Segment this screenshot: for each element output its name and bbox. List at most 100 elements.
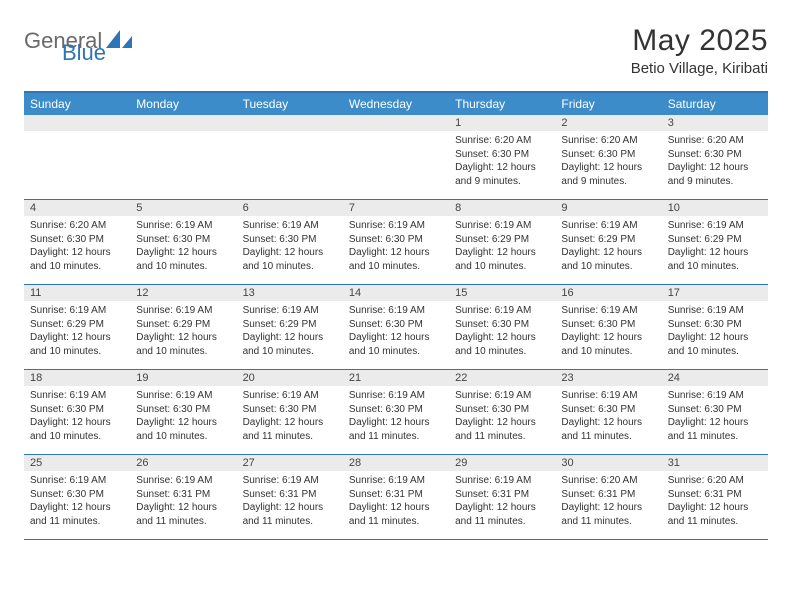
header: General Blue May 2025 Betio Village, Kir… <box>24 24 768 77</box>
day-body: Sunrise: 6:19 AMSunset: 6:30 PMDaylight:… <box>130 386 236 448</box>
daylight-text: Daylight: 12 hours and 10 minutes. <box>455 246 549 273</box>
day-number <box>24 115 130 131</box>
day-number: 18 <box>24 370 130 386</box>
day-number: 28 <box>343 455 449 471</box>
daylight-text: Daylight: 12 hours and 10 minutes. <box>561 246 655 273</box>
sunrise-text: Sunrise: 6:19 AM <box>455 219 549 233</box>
day-cell: 1Sunrise: 6:20 AMSunset: 6:30 PMDaylight… <box>449 115 555 199</box>
day-cell: 12Sunrise: 6:19 AMSunset: 6:29 PMDayligh… <box>130 285 236 369</box>
sunset-text: Sunset: 6:31 PM <box>668 488 762 502</box>
daylight-text: Daylight: 12 hours and 10 minutes. <box>30 246 124 273</box>
title-block: May 2025 Betio Village, Kiribati <box>631 24 768 77</box>
sunset-text: Sunset: 6:30 PM <box>243 233 337 247</box>
sunset-text: Sunset: 6:30 PM <box>30 488 124 502</box>
day-cell: 19Sunrise: 6:19 AMSunset: 6:30 PMDayligh… <box>130 370 236 454</box>
day-cell: 26Sunrise: 6:19 AMSunset: 6:31 PMDayligh… <box>130 455 236 539</box>
day-cell: 15Sunrise: 6:19 AMSunset: 6:30 PMDayligh… <box>449 285 555 369</box>
sunrise-text: Sunrise: 6:19 AM <box>668 389 762 403</box>
sunrise-text: Sunrise: 6:20 AM <box>668 474 762 488</box>
dow-cell: Saturday <box>662 93 768 115</box>
day-number: 4 <box>24 200 130 216</box>
daylight-text: Daylight: 12 hours and 10 minutes. <box>243 246 337 273</box>
calendar-grid: SundayMondayTuesdayWednesdayThursdayFrid… <box>24 91 768 540</box>
day-number: 31 <box>662 455 768 471</box>
day-cell: 3Sunrise: 6:20 AMSunset: 6:30 PMDaylight… <box>662 115 768 199</box>
day-body: Sunrise: 6:19 AMSunset: 6:31 PMDaylight:… <box>130 471 236 533</box>
day-body: Sunrise: 6:19 AMSunset: 6:30 PMDaylight:… <box>555 386 661 448</box>
day-number: 12 <box>130 285 236 301</box>
day-cell: 4 Sunrise: 6:20 AMSunset: 6:30 PMDaylight… <box>24 200 130 284</box>
sunset-text: Sunset: 6:30 PM <box>561 148 655 162</box>
sunset-text: Sunset: 6:30 PM <box>30 233 124 247</box>
daylight-text: Daylight: 12 hours and 10 minutes. <box>243 331 337 358</box>
day-cell: 20Sunrise: 6:19 AMSunset: 6:30 PMDayligh… <box>237 370 343 454</box>
sunrise-text: Sunrise: 6:19 AM <box>561 304 655 318</box>
day-cell: 14Sunrise: 6:19 AMSunset: 6:30 PMDayligh… <box>343 285 449 369</box>
sunset-text: Sunset: 6:31 PM <box>455 488 549 502</box>
sunset-text: Sunset: 6:30 PM <box>349 403 443 417</box>
daylight-text: Daylight: 12 hours and 10 minutes. <box>349 331 443 358</box>
sunrise-text: Sunrise: 6:20 AM <box>668 134 762 148</box>
daylight-text: Daylight: 12 hours and 10 minutes. <box>668 331 762 358</box>
day-number: 17 <box>662 285 768 301</box>
day-cell: 13Sunrise: 6:19 AMSunset: 6:29 PMDayligh… <box>237 285 343 369</box>
day-cell: 21Sunrise: 6:19 AMSunset: 6:30 PMDayligh… <box>343 370 449 454</box>
sunrise-text: Sunrise: 6:19 AM <box>30 474 124 488</box>
day-number: 22 <box>449 370 555 386</box>
daylight-text: Daylight: 12 hours and 10 minutes. <box>136 331 230 358</box>
day-body: Sunrise: 6:20 AMSunset: 6:31 PMDaylight:… <box>662 471 768 533</box>
sunset-text: Sunset: 6:30 PM <box>136 233 230 247</box>
week-row: 11Sunrise: 6:19 AMSunset: 6:29 PMDayligh… <box>24 285 768 370</box>
day-cell: 28Sunrise: 6:19 AMSunset: 6:31 PMDayligh… <box>343 455 449 539</box>
sunrise-text: Sunrise: 6:20 AM <box>30 219 124 233</box>
sunset-text: Sunset: 6:30 PM <box>561 318 655 332</box>
sunrise-text: Sunrise: 6:19 AM <box>243 389 337 403</box>
daylight-text: Daylight: 12 hours and 10 minutes. <box>136 246 230 273</box>
sunrise-text: Sunrise: 6:20 AM <box>561 134 655 148</box>
day-body: Sunrise: 6:19 AMSunset: 6:30 PMDaylight:… <box>343 301 449 363</box>
daylight-text: Daylight: 12 hours and 11 minutes. <box>30 501 124 528</box>
day-body: Sunrise: 6:19 AMSunset: 6:30 PMDaylight:… <box>343 216 449 278</box>
sunrise-text: Sunrise: 6:19 AM <box>668 304 762 318</box>
day-number <box>343 115 449 131</box>
day-cell: 9Sunrise: 6:19 AMSunset: 6:29 PMDaylight… <box>555 200 661 284</box>
sunset-text: Sunset: 6:30 PM <box>668 403 762 417</box>
day-number <box>130 115 236 131</box>
brand-part2: Blue <box>62 40 106 66</box>
day-cell: 6Sunrise: 6:19 AMSunset: 6:30 PMDaylight… <box>237 200 343 284</box>
daylight-text: Daylight: 12 hours and 9 minutes. <box>668 161 762 188</box>
sunrise-text: Sunrise: 6:19 AM <box>30 389 124 403</box>
day-cell <box>343 115 449 199</box>
daylight-text: Daylight: 12 hours and 11 minutes. <box>668 416 762 443</box>
day-cell <box>237 115 343 199</box>
daylight-text: Daylight: 12 hours and 11 minutes. <box>136 501 230 528</box>
day-cell: 17 Sunrise: 6:19 AMSunset: 6:30 PMDayligh… <box>662 285 768 369</box>
daylight-text: Daylight: 12 hours and 11 minutes. <box>668 501 762 528</box>
sunset-text: Sunset: 6:30 PM <box>136 403 230 417</box>
logo-sail-icon <box>106 30 132 53</box>
day-cell: 7Sunrise: 6:19 AMSunset: 6:30 PMDaylight… <box>343 200 449 284</box>
day-body: Sunrise: 6:19 AMSunset: 6:29 PMDaylight:… <box>130 301 236 363</box>
daylight-text: Daylight: 12 hours and 11 minutes. <box>243 416 337 443</box>
daylight-text: Daylight: 12 hours and 10 minutes. <box>30 416 124 443</box>
sunrise-text: Sunrise: 6:19 AM <box>455 304 549 318</box>
sunrise-text: Sunrise: 6:19 AM <box>136 304 230 318</box>
dow-cell: Thursday <box>449 93 555 115</box>
day-number: 7 <box>343 200 449 216</box>
day-cell: 18Sunrise: 6:19 AMSunset: 6:30 PMDayligh… <box>24 370 130 454</box>
sunrise-text: Sunrise: 6:19 AM <box>243 219 337 233</box>
day-number: 19 <box>130 370 236 386</box>
sunset-text: Sunset: 6:30 PM <box>668 318 762 332</box>
day-cell: 10Sunrise: 6:19 AMSunset: 6:29 PMDayligh… <box>662 200 768 284</box>
day-body: Sunrise: 6:19 AMSunset: 6:29 PMDaylight:… <box>662 216 768 278</box>
sunset-text: Sunset: 6:30 PM <box>668 148 762 162</box>
day-number: 25 <box>24 455 130 471</box>
day-cell <box>130 115 236 199</box>
day-cell: 25 Sunrise: 6:19 AMSunset: 6:30 PMDayligh… <box>24 455 130 539</box>
day-body: Sunrise: 6:19 AMSunset: 6:31 PMDaylight:… <box>237 471 343 533</box>
day-cell: 11Sunrise: 6:19 AMSunset: 6:29 PMDayligh… <box>24 285 130 369</box>
day-body: Sunrise: 6:20 AMSunset: 6:30 PMDaylight:… <box>662 131 768 193</box>
sunset-text: Sunset: 6:29 PM <box>136 318 230 332</box>
day-number: 24 <box>662 370 768 386</box>
day-number: 21 <box>343 370 449 386</box>
